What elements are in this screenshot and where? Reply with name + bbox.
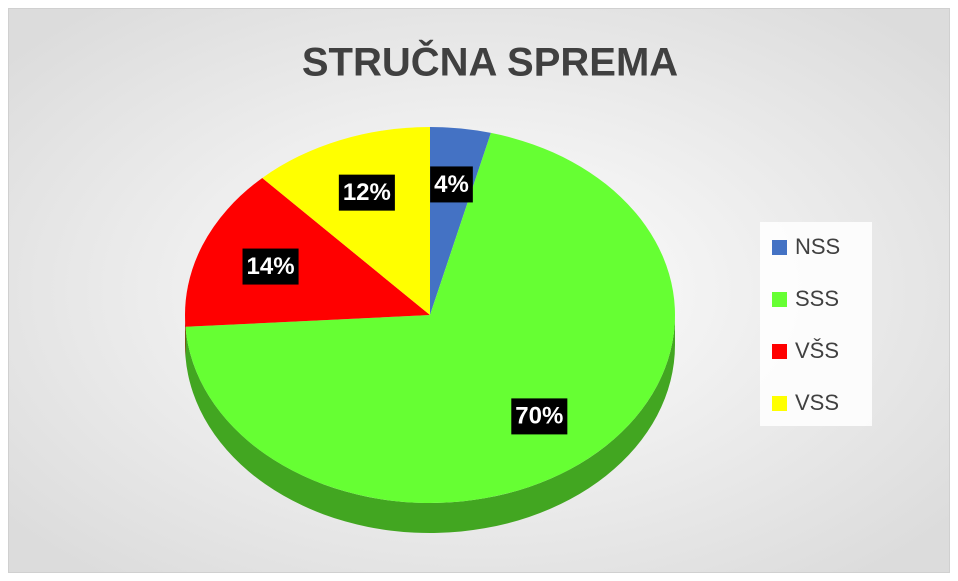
data-label: 70% [515,403,563,430]
data-label-box [242,248,299,285]
legend-label: VSS [795,390,839,415]
legend-label: SSS [795,286,839,311]
data-label-box [338,174,395,211]
data-label: 12% [343,179,391,206]
data-label: 14% [247,253,295,280]
data-label: 4% [434,171,469,198]
data-label-box [430,166,473,203]
legend-swatch [772,292,787,307]
data-label-box [511,398,568,435]
legend-swatch [772,240,787,255]
slice [184,177,430,327]
legend-label: VŠS [795,338,839,363]
slice-side [185,315,675,533]
legend-swatch [772,396,787,411]
chart-title: STRUČNA SPREMA [302,39,678,85]
slice [262,126,430,315]
legend-label: NSS [795,234,840,259]
legend-swatch [772,344,787,359]
legend-box [760,222,872,426]
